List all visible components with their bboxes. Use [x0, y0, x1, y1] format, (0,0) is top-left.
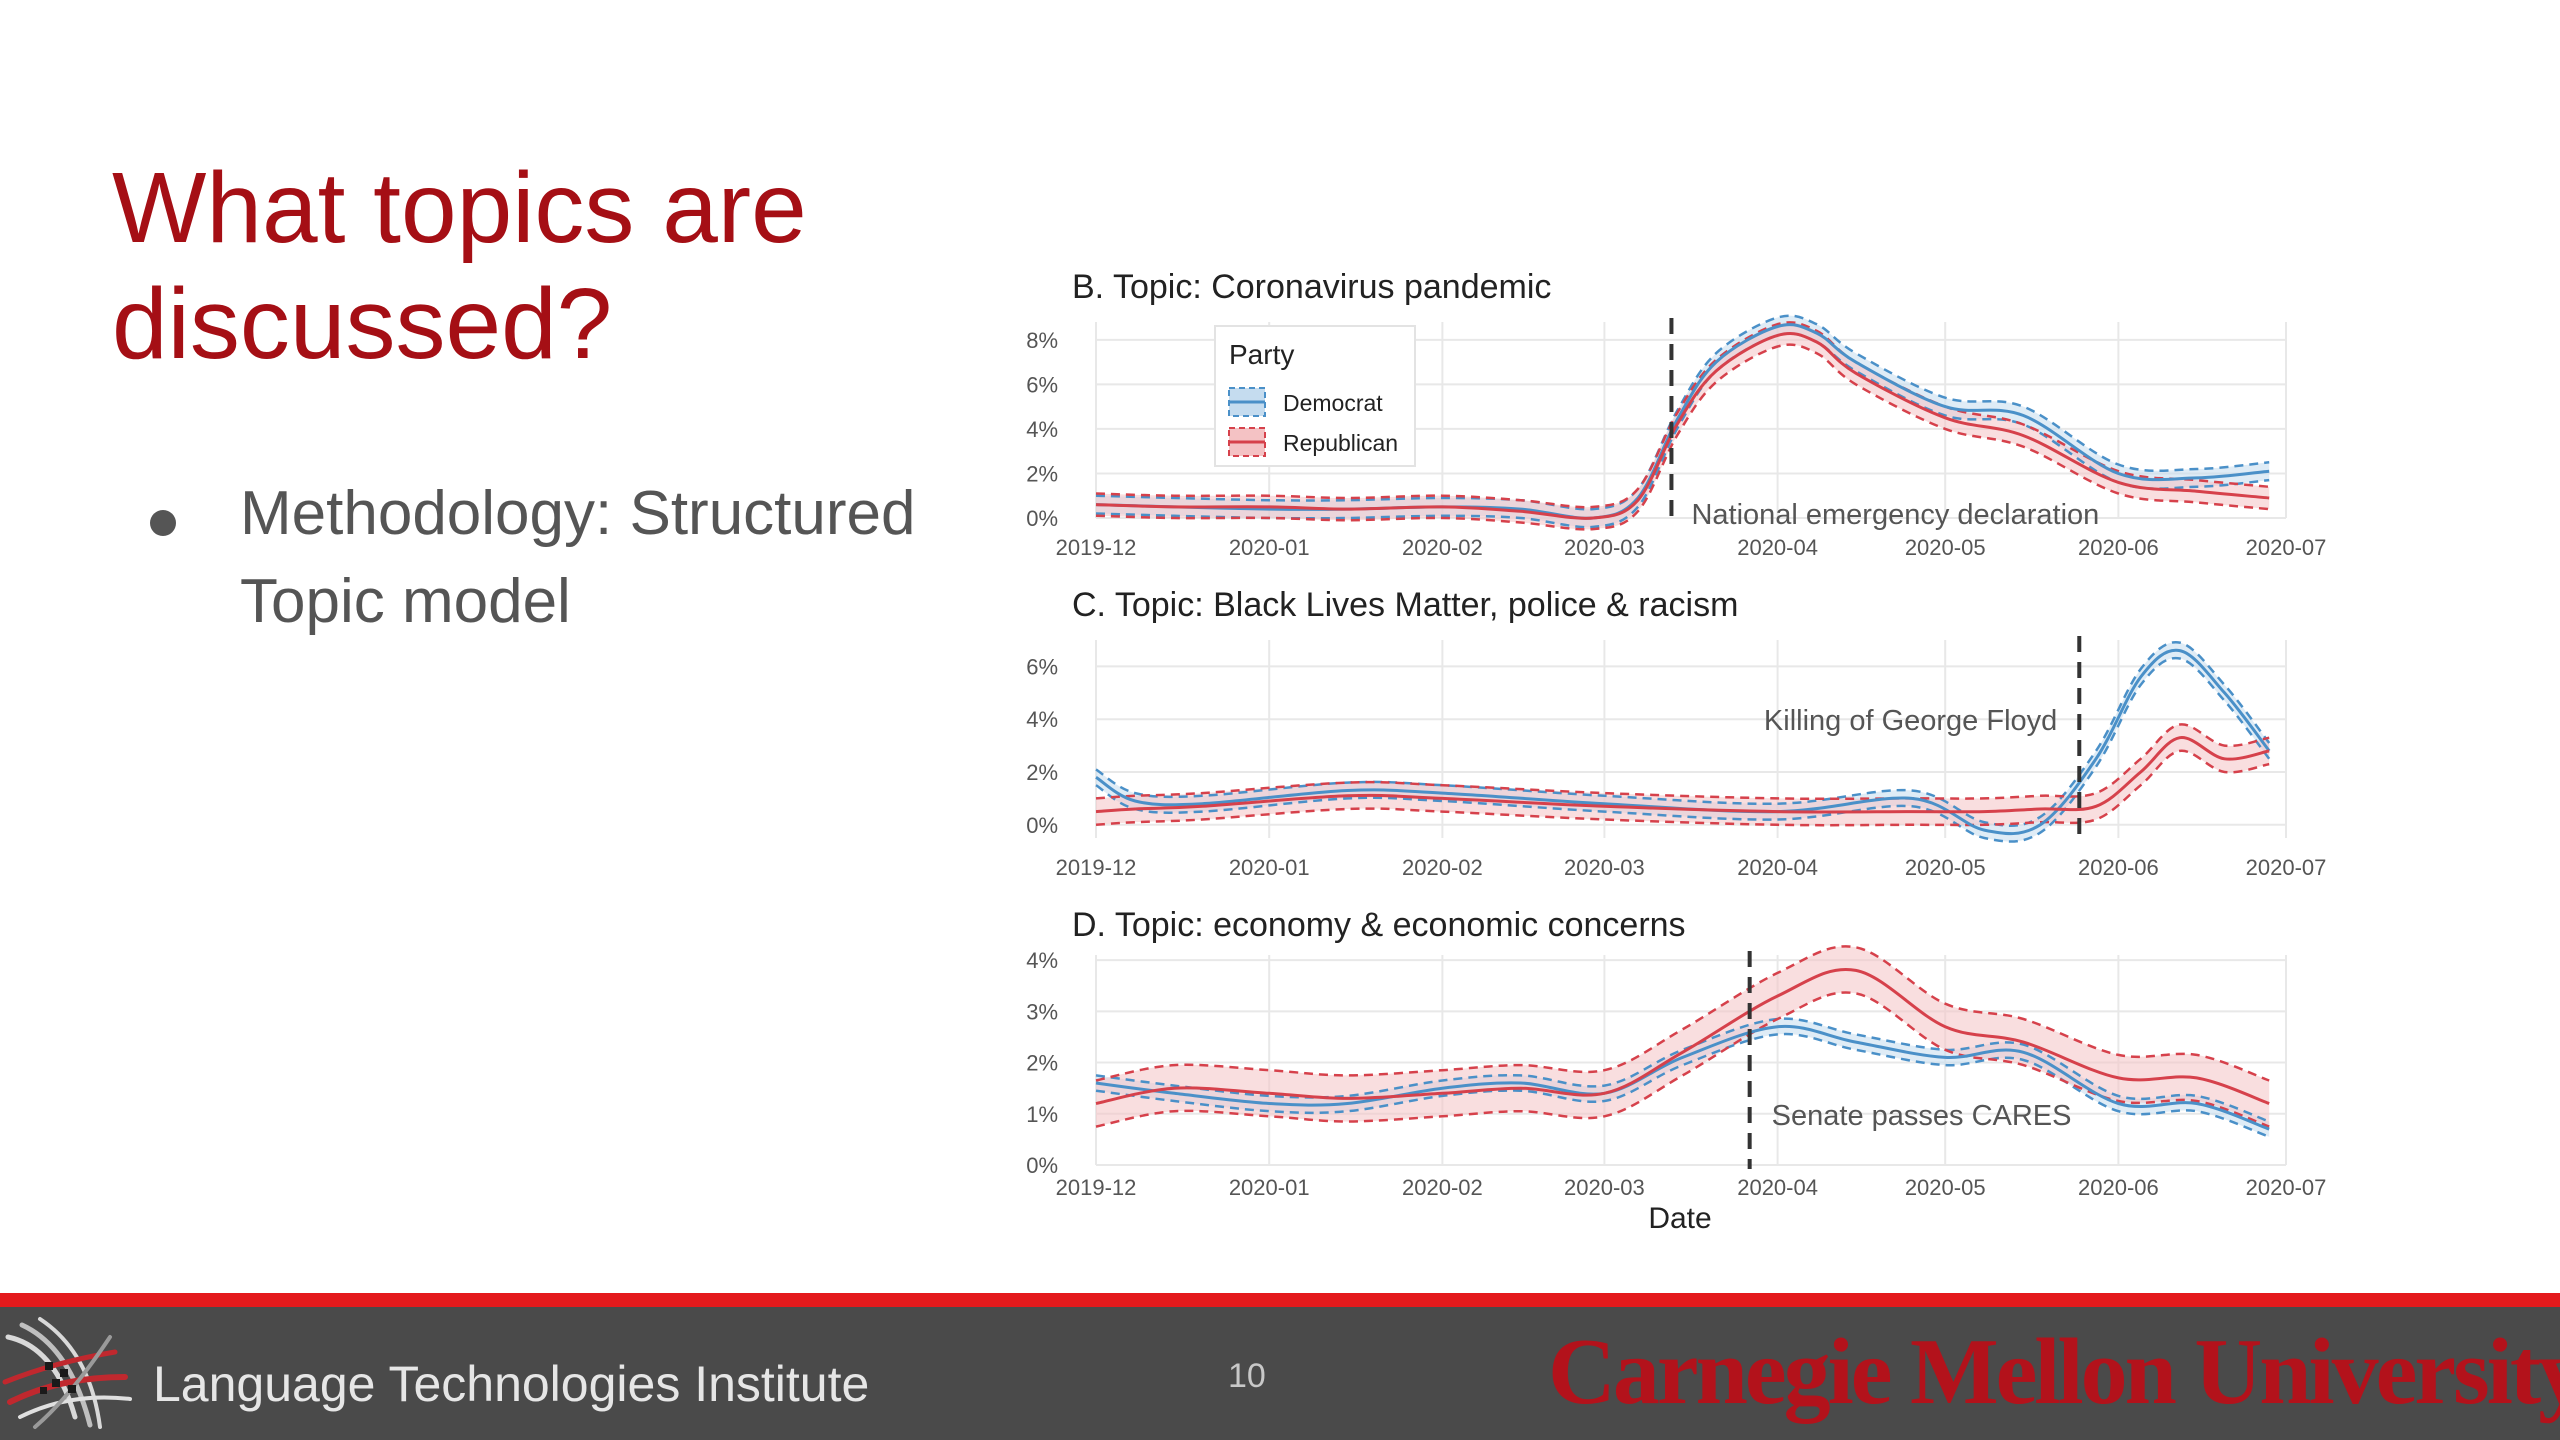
- chart-line-democrat: [1095, 648, 2271, 836]
- university-logo-text: Carnegie Mellon University: [1548, 1320, 2560, 1424]
- chart-x-tick-label: 2020-02: [1402, 1175, 1483, 1200]
- bullet-text: Methodology: Structured Topic model: [240, 479, 916, 636]
- chart-y-tick-label: 6%: [1026, 654, 1058, 679]
- footer-institute-name: Language Technologies Institute: [153, 1356, 870, 1412]
- slide-title-line: What topics are: [112, 152, 807, 264]
- chart-y-tick-label: 0%: [1026, 813, 1058, 838]
- page-number: 10: [1228, 1357, 1266, 1395]
- chart-bound-republican: [1095, 749, 2270, 827]
- chart-x-tick-label: 2020-02: [1402, 535, 1483, 560]
- chart-bound-democrat: [1095, 314, 2270, 511]
- chart-band-republican: [1096, 322, 2270, 530]
- chart-x-tick-label: 2020-07: [2246, 855, 2327, 880]
- chart-line-democrat: [1095, 1024, 2270, 1131]
- chart-y-tick-label: 2%: [1026, 1051, 1058, 1076]
- chart-x-tick-label: 2020-02: [1402, 855, 1483, 880]
- chart-band-republican: [1096, 724, 2270, 826]
- chart-annotation-label: Senate passes CARES: [1772, 1100, 2072, 1132]
- chart-x-tick-label: 2020-05: [1905, 535, 1986, 560]
- chart-annotation-label: Killing of George Floyd: [1764, 705, 2057, 737]
- lti-logo-icon: [2, 1317, 132, 1429]
- chart-x-tick-label: 2020-07: [2246, 535, 2327, 560]
- chart-x-tick-label: 2020-04: [1737, 855, 1818, 880]
- chart-x-tick-label: 2020-06: [2078, 855, 2159, 880]
- chart-legend: Party Democrat Republican: [1214, 325, 1416, 467]
- chart-panel: C. Topic: Black Lives Matter, police & r…: [1026, 586, 2326, 880]
- chart-bound-democrat: [1095, 641, 2271, 827]
- chart-band-republican: [1096, 946, 2270, 1127]
- slide-title-line: discussed?: [112, 268, 613, 380]
- chart-panel: B. Topic: Coronavirus pandemic 0% 2% 4% 6% 8%…: [1026, 268, 2326, 560]
- chart-x-tick-label: 2020-05: [1905, 855, 1986, 880]
- topic-trends-chart: B. Topic: Coronavirus pandemic 0% 2% 4% 6% 8%…: [1026, 268, 2326, 1235]
- chart-x-tick-label: 2020-05: [1905, 1175, 1986, 1200]
- chart-line-republican: [1095, 736, 2270, 814]
- chart-x-tick-label: 2020-03: [1564, 1175, 1645, 1200]
- chart-bound-republican: [1095, 321, 2270, 509]
- chart-x-tick-label: 2020-07: [2246, 1175, 2327, 1200]
- slide-title: What topics are discussed?: [112, 150, 1012, 382]
- chart-panel-title: C. Topic: Black Lives Matter, police & r…: [1072, 586, 1738, 624]
- chart-x-tick-label: 2020-01: [1229, 1175, 1310, 1200]
- chart-y-tick-label: 0%: [1026, 506, 1058, 531]
- chart-y-tick-label: 1%: [1026, 1102, 1058, 1127]
- chart-y-tick-label: 8%: [1026, 328, 1058, 353]
- chart-y-tick-label: 0%: [1026, 1153, 1058, 1178]
- chart-x-tick-label: 2020-06: [2078, 535, 2159, 560]
- chart-legend-label: Republican: [1283, 430, 1398, 456]
- chart-y-tick-label: 2%: [1026, 760, 1058, 785]
- bullet-item: Methodology: Structured Topic model: [150, 470, 1000, 646]
- chart-bound-republican: [1095, 723, 2270, 801]
- chart-x-tick-label: 2020-01: [1229, 855, 1310, 880]
- chart-line-republican: [1095, 967, 2270, 1105]
- chart-y-tick-label: 4%: [1026, 417, 1058, 442]
- chart-y-tick-label: 4%: [1026, 948, 1058, 973]
- chart-legend-title: Party: [1229, 339, 1294, 370]
- chart-annotation-label: National emergency declaration: [1691, 499, 2099, 531]
- chart-y-tick-label: 4%: [1026, 707, 1058, 732]
- chart-x-tick-label: 2020-04: [1737, 535, 1818, 560]
- chart-panel-title: D. Topic: economy & economic concerns: [1072, 906, 1686, 944]
- chart-x-tick-label: 2020-04: [1737, 1175, 1818, 1200]
- chart-legend-label: Democrat: [1283, 390, 1383, 416]
- chart-line-republican: [1095, 331, 2270, 520]
- chart-x-axis-label: Date: [1648, 1202, 1711, 1235]
- bullet-list: Methodology: Structured Topic model: [150, 470, 1000, 646]
- chart-bound-democrat: [1095, 1032, 2270, 1138]
- chart-y-tick-label: 2%: [1026, 461, 1058, 486]
- bullet-dot-icon: [150, 510, 176, 536]
- chart-x-tick-label: 2019-12: [1056, 535, 1137, 560]
- chart-x-tick-label: 2020-03: [1564, 855, 1645, 880]
- chart-y-tick-label: 6%: [1026, 372, 1058, 397]
- footer-stripe: [0, 1293, 2560, 1307]
- chart-bound-republican: [1095, 343, 2270, 531]
- chart-x-tick-label: 2020-03: [1564, 535, 1645, 560]
- chart-panel-title: B. Topic: Coronavirus pandemic: [1072, 268, 1551, 306]
- chart-x-tick-label: 2019-12: [1056, 855, 1137, 880]
- chart-x-tick-label: 2019-12: [1056, 1175, 1137, 1200]
- chart-x-tick-label: 2020-01: [1229, 535, 1310, 560]
- chart-panel: D. Topic: economy & economic concerns 0% 1…: [1026, 906, 2326, 1200]
- chart-y-tick-label: 3%: [1026, 999, 1058, 1024]
- chart-x-tick-label: 2020-06: [2078, 1175, 2159, 1200]
- footer-bar: [0, 1307, 2560, 1440]
